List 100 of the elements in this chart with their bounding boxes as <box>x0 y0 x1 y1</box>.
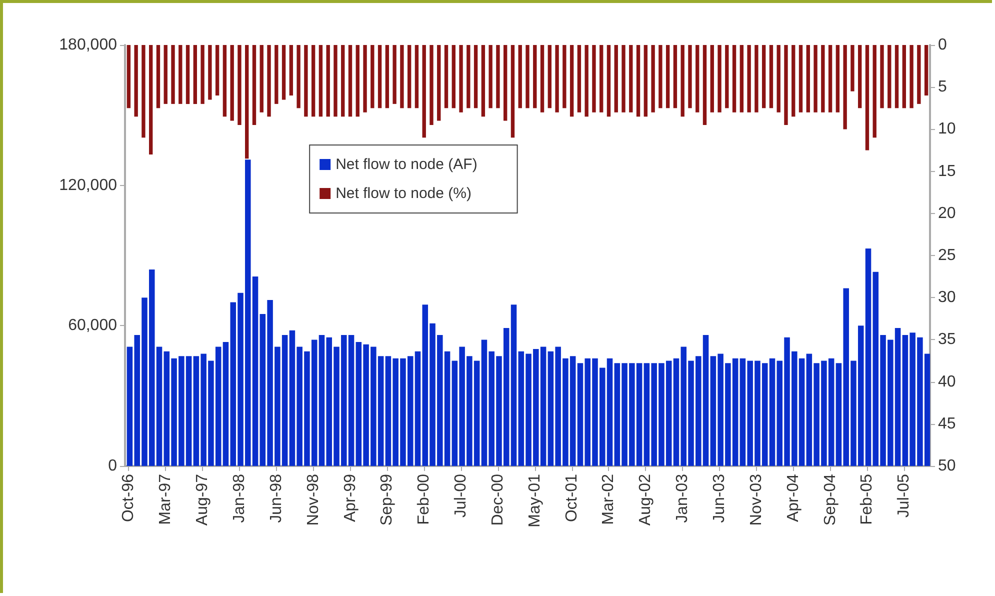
bar <box>149 45 153 154</box>
x-tick-label: Dec-00 <box>489 474 506 526</box>
bar <box>798 45 803 112</box>
bar <box>702 45 707 125</box>
bar <box>917 45 921 104</box>
bar <box>821 45 825 112</box>
bar <box>910 45 914 108</box>
y2-tick-label: 10 <box>938 120 956 138</box>
bar <box>267 45 271 117</box>
bar <box>385 45 390 108</box>
bar <box>171 45 175 104</box>
bar <box>836 45 840 112</box>
y-tick-label: 180,000 <box>59 36 118 54</box>
bar <box>274 45 278 104</box>
bar <box>282 45 286 100</box>
bar <box>444 45 448 108</box>
bar <box>902 45 906 108</box>
bar <box>614 45 618 112</box>
bar <box>142 45 146 138</box>
bar <box>548 45 552 108</box>
y2-tick-label: 50 <box>938 458 956 474</box>
y2-tick-label: 25 <box>938 247 956 264</box>
bar <box>200 45 204 104</box>
bar <box>710 45 714 112</box>
bar <box>134 45 138 117</box>
bar <box>326 45 330 117</box>
x-tick-label: Jan-03 <box>674 474 692 523</box>
bar <box>769 45 774 108</box>
bar <box>422 45 426 138</box>
bar <box>629 45 633 112</box>
bar <box>888 45 892 108</box>
bar <box>260 45 264 112</box>
bar <box>430 45 434 125</box>
bar <box>776 45 780 112</box>
bar <box>414 45 419 108</box>
bar <box>600 45 604 112</box>
y2-tick-label: 5 <box>938 78 947 96</box>
legend-label: Net flow to node (%) <box>336 185 472 202</box>
bar <box>186 45 190 104</box>
x-tick-label: Jun-98 <box>268 474 285 523</box>
bar <box>828 45 832 112</box>
bar <box>452 45 456 108</box>
bar <box>865 45 870 150</box>
bar <box>296 45 300 108</box>
x-tick-label: Nov-98 <box>304 474 322 526</box>
bar <box>481 45 486 117</box>
bar <box>718 45 722 112</box>
bar <box>222 45 227 117</box>
bar <box>754 45 758 112</box>
bar <box>334 45 338 117</box>
bar <box>459 45 463 112</box>
bar <box>606 45 611 117</box>
bar <box>858 45 862 108</box>
x-tick-label: Oct-96 <box>120 474 138 522</box>
bar <box>784 45 788 125</box>
bar <box>311 45 316 117</box>
x-tick-label: Aug-02 <box>637 474 654 526</box>
x-tick-label: Mar-02 <box>600 474 618 525</box>
bar <box>924 45 928 96</box>
bar <box>732 45 736 112</box>
x-tick-label: Feb-00 <box>416 474 433 525</box>
x-tick-label: Nov-03 <box>748 474 765 526</box>
bar <box>370 45 374 108</box>
x-tick-label: Jun-03 <box>711 474 728 523</box>
bar <box>215 45 220 96</box>
bar <box>341 45 345 117</box>
bar <box>894 45 899 108</box>
bar <box>814 45 818 112</box>
bar <box>584 45 588 117</box>
bar <box>318 335 325 466</box>
bar <box>872 45 876 138</box>
bar <box>792 45 796 117</box>
y2-tick-label: 20 <box>938 204 956 222</box>
bar <box>769 358 776 466</box>
bar <box>318 45 323 117</box>
y-tick-label: 0 <box>108 458 118 474</box>
y2-tick-label: 40 <box>938 373 956 390</box>
bar <box>289 45 294 96</box>
bar <box>666 45 670 108</box>
y2-tick-label: 30 <box>938 289 956 306</box>
x-tick-label: Sep-04 <box>822 474 839 526</box>
bar <box>400 45 404 108</box>
bar <box>740 45 744 112</box>
bar <box>348 45 352 117</box>
bar <box>592 45 596 112</box>
bar <box>880 45 884 108</box>
y-tick-label: 120,000 <box>59 176 118 194</box>
bar <box>555 45 559 112</box>
bar <box>488 45 492 108</box>
x-tick-label: May-01 <box>526 474 544 528</box>
bar <box>696 45 700 112</box>
x-tick-label: Sep-99 <box>378 474 396 526</box>
bar <box>680 45 684 117</box>
bar <box>510 45 515 138</box>
y2-tick-label: 15 <box>938 162 956 180</box>
bar <box>178 45 182 104</box>
bar <box>762 45 766 108</box>
bar <box>577 45 582 112</box>
bar <box>688 45 692 108</box>
x-tick-label: Jul-05 <box>896 474 913 518</box>
